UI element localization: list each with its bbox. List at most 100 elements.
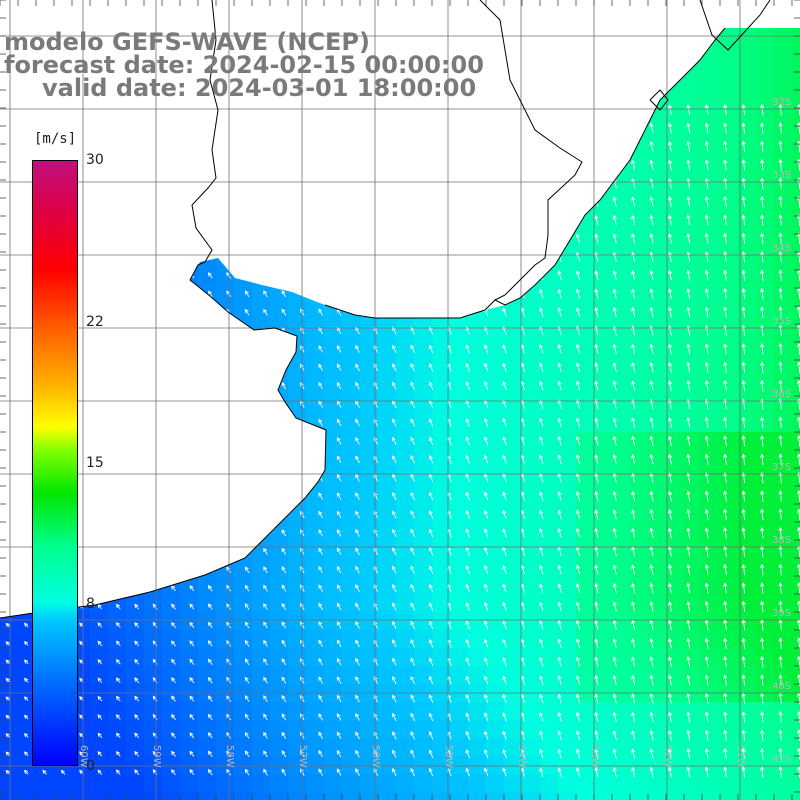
wind-cell bbox=[18, 648, 36, 666]
wind-arrow bbox=[539, 619, 544, 630]
wind-cell bbox=[774, 144, 792, 162]
wind-arrow bbox=[649, 509, 654, 520]
wind-arrow bbox=[667, 288, 673, 299]
wind-cell bbox=[648, 270, 666, 288]
wind-cell bbox=[792, 792, 800, 800]
wind-arrow bbox=[594, 233, 599, 244]
wind-cell bbox=[360, 486, 378, 504]
wind-cell bbox=[756, 54, 774, 72]
wind-cell bbox=[108, 774, 126, 792]
wind-cell bbox=[90, 666, 108, 684]
wind-arrow bbox=[502, 601, 507, 612]
wind-cell bbox=[288, 522, 306, 540]
wind-cell bbox=[522, 342, 540, 360]
wind-cell bbox=[0, 792, 18, 800]
wind-cell bbox=[486, 486, 504, 504]
wind-arrow bbox=[5, 622, 11, 628]
wind-arrow bbox=[741, 711, 746, 723]
wind-arrow bbox=[5, 696, 11, 701]
wind-arrow bbox=[281, 676, 287, 684]
wind-cell bbox=[504, 774, 522, 792]
wind-arrow bbox=[134, 732, 140, 739]
wind-arrow bbox=[281, 290, 287, 298]
wind-cell bbox=[702, 576, 720, 594]
wind-cell bbox=[612, 522, 630, 540]
wind-cell bbox=[738, 450, 756, 468]
wind-arrow bbox=[539, 491, 544, 501]
wind-cell bbox=[702, 126, 720, 144]
wind-arrow bbox=[355, 657, 360, 666]
wind-cell bbox=[126, 738, 144, 756]
wind-cell bbox=[666, 702, 684, 720]
wind-arrow bbox=[631, 582, 636, 594]
wind-arrow bbox=[575, 675, 581, 686]
wind-arrow bbox=[410, 767, 415, 777]
wind-cell bbox=[360, 342, 378, 360]
wind-cell bbox=[756, 126, 774, 144]
wind-cell bbox=[540, 576, 558, 594]
wind-cell bbox=[324, 792, 342, 800]
wind-arrow bbox=[612, 729, 617, 741]
wind-arrow bbox=[723, 379, 728, 392]
wind-arrow bbox=[557, 509, 562, 520]
wind-cell bbox=[720, 306, 738, 324]
wind-cell bbox=[756, 162, 774, 180]
wind-arrow bbox=[244, 584, 250, 592]
wind-arrow bbox=[152, 658, 158, 665]
wind-arrow bbox=[741, 343, 746, 355]
wind-cell bbox=[702, 162, 720, 180]
wind-arrow bbox=[778, 103, 783, 116]
wind-cell bbox=[594, 774, 612, 792]
wind-cell bbox=[342, 504, 360, 522]
wind-arrow bbox=[760, 582, 765, 594]
wind-cell bbox=[360, 612, 378, 630]
wind-arrow bbox=[612, 233, 617, 244]
wind-arrow bbox=[171, 603, 176, 610]
wind-arrow bbox=[704, 177, 709, 189]
wind-arrow bbox=[778, 342, 783, 355]
wind-cell bbox=[756, 666, 774, 684]
wind-cell bbox=[774, 54, 792, 72]
wind-arrow bbox=[539, 767, 544, 777]
wind-cell bbox=[702, 252, 720, 270]
wind-cell bbox=[378, 468, 396, 486]
wind-arrow bbox=[704, 195, 709, 208]
wind-cell bbox=[738, 288, 756, 306]
wind-cell bbox=[126, 756, 144, 774]
wind-arrow bbox=[686, 692, 691, 704]
wind-cell bbox=[594, 540, 612, 558]
wind-cell bbox=[486, 720, 504, 738]
wind-arrow bbox=[649, 269, 654, 281]
wind-cell bbox=[486, 666, 504, 684]
wind-arrow bbox=[723, 508, 728, 521]
wind-cell bbox=[558, 702, 576, 720]
wind-arrow bbox=[760, 526, 765, 539]
wind-cell bbox=[468, 432, 486, 450]
wind-cell bbox=[558, 450, 576, 468]
wind-arrow bbox=[778, 453, 783, 466]
wind-cell bbox=[342, 450, 360, 468]
wind-cell bbox=[18, 720, 36, 738]
wind-arrow bbox=[189, 658, 195, 665]
wind-arrow bbox=[428, 712, 434, 722]
wind-cell bbox=[684, 702, 702, 720]
wind-cell bbox=[216, 648, 234, 666]
wind-arrow bbox=[667, 766, 673, 778]
longitude-label: 55W bbox=[443, 745, 454, 768]
wind-arrow bbox=[631, 196, 636, 207]
wind-cell bbox=[558, 738, 576, 756]
wind-arrow bbox=[392, 675, 397, 685]
wind-cell bbox=[612, 720, 630, 738]
wind-arrow bbox=[171, 677, 176, 684]
wind-cell bbox=[594, 522, 612, 540]
wind-arrow bbox=[612, 361, 617, 373]
wind-arrow bbox=[483, 712, 489, 722]
wind-cell bbox=[738, 540, 756, 558]
wind-arrow bbox=[410, 731, 415, 740]
wind-cell bbox=[144, 648, 162, 666]
wind-arrow bbox=[704, 563, 709, 576]
wind-arrow bbox=[631, 269, 636, 281]
wind-cell bbox=[324, 342, 342, 360]
wind-cell bbox=[702, 414, 720, 432]
wind-arrow bbox=[5, 714, 11, 720]
